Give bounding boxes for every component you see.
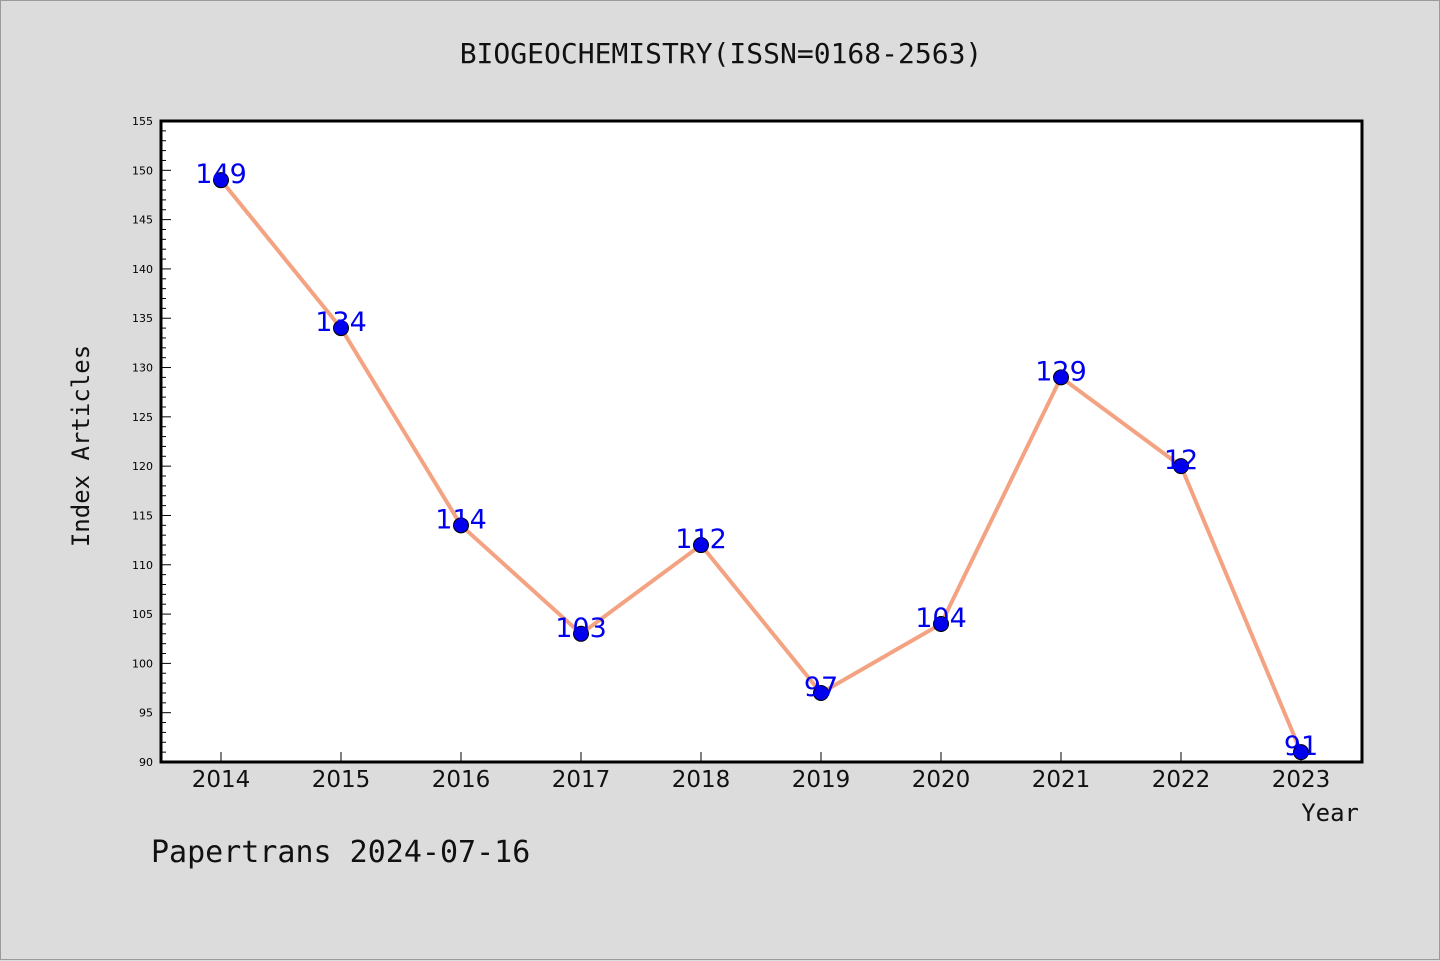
- x-tick-label: 2018: [672, 767, 731, 793]
- x-axis: 2014 2015 2016 2017 2018 2019 2020 2021 2022 2023: [192, 752, 1331, 793]
- y-tick-label: 130: [132, 362, 153, 375]
- data-label: 134: [315, 307, 367, 338]
- plot-area: [159, 119, 1364, 764]
- data-point: [1053, 369, 1069, 386]
- data-point: [333, 320, 349, 337]
- y-tick-label: 155: [132, 115, 153, 128]
- data-label: 91: [1284, 731, 1318, 762]
- x-tick-label: 2023: [1272, 767, 1331, 793]
- data-point: [213, 172, 229, 189]
- y-tick-label: 95: [139, 707, 153, 720]
- y-tick-label: 90: [139, 756, 153, 769]
- series: 149 134 114 103 112 97 104 129 12 91: [195, 159, 1318, 762]
- data-label: 12: [1164, 445, 1198, 476]
- data-label: 129: [1035, 356, 1087, 387]
- y-tick-label: 105: [132, 608, 153, 621]
- y-tick-label: 150: [132, 164, 153, 177]
- x-tick-label: 2019: [792, 767, 851, 793]
- y-tick-label: 125: [132, 411, 153, 424]
- data-point: [813, 684, 829, 701]
- y-tick-label: 100: [132, 657, 153, 670]
- y-tick-label: 145: [132, 214, 153, 227]
- data-point: [933, 615, 949, 632]
- x-tick-label: 2016: [432, 767, 491, 793]
- y-tick-label: 110: [132, 559, 153, 572]
- data-point: [1293, 744, 1309, 761]
- x-tick-label: 2017: [552, 767, 611, 793]
- y-axis: 90 95 100 105 110 115 120 125 130 135 140 145 150 155: [132, 115, 171, 769]
- x-tick-label: 2014: [192, 767, 251, 793]
- data-label: 112: [675, 524, 727, 555]
- footer-text: Papertrans 2024-07-16: [151, 835, 531, 870]
- data-label: 114: [435, 504, 487, 535]
- y-tick-label: 140: [132, 263, 153, 276]
- x-axis-label: Year: [1301, 799, 1359, 827]
- y-tick-label: 120: [132, 460, 153, 473]
- data-label: 97: [804, 672, 838, 703]
- x-tick-label: 2015: [312, 767, 371, 793]
- data-point: [1173, 458, 1189, 475]
- data-label: 149: [195, 159, 247, 190]
- x-tick-label: 2021: [1032, 767, 1091, 793]
- data-point: [693, 537, 709, 554]
- chart-title: BIOGEOCHEMISTRY(ISSN=0168-2563): [459, 37, 983, 70]
- data-label: 104: [915, 603, 967, 634]
- data-point: [573, 625, 589, 642]
- y-tick-label: 115: [132, 509, 153, 522]
- x-tick-label: 2020: [912, 767, 971, 793]
- x-tick-label: 2022: [1152, 767, 1211, 793]
- y-tick-label: 135: [132, 312, 153, 325]
- series-line: [219, 178, 1303, 753]
- data-label: 103: [555, 613, 607, 644]
- data-point: [453, 517, 469, 534]
